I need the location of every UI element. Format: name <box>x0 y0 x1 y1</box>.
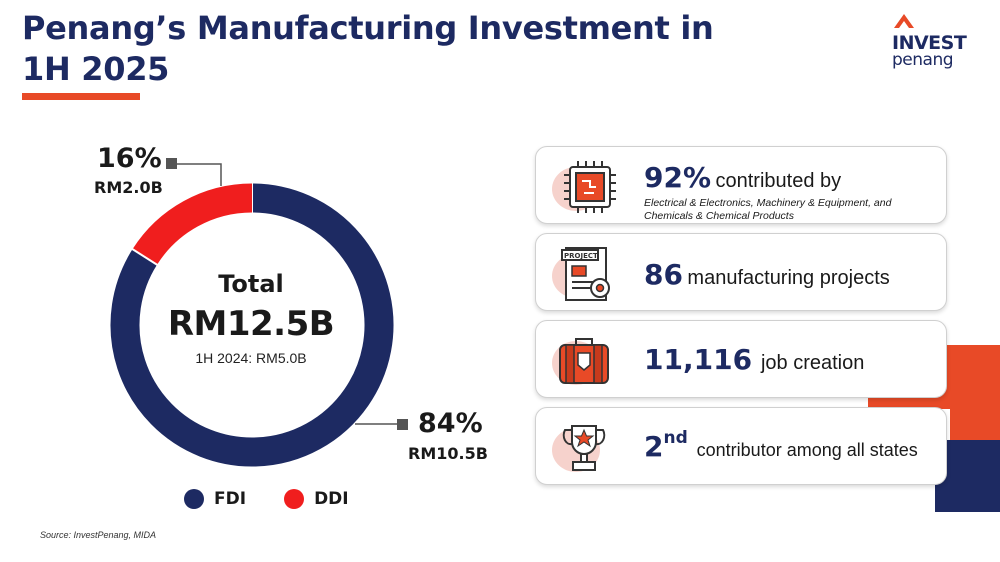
highlight-text-ranking: contributor among all states <box>696 440 918 460</box>
svg-text:PROJECT: PROJECT <box>564 252 598 260</box>
donut-slice-fdi <box>110 183 394 467</box>
donut-center-comparison: 1H 2024: RM5.0B <box>195 350 307 366</box>
highlight-text-sectors: contributed by <box>715 170 842 192</box>
ddi-leader-marker <box>166 158 177 169</box>
source-note: Source: InvestPenang, MIDA <box>40 530 157 540</box>
fdi-value-label: RM10.5B <box>408 444 488 463</box>
highlight-value-sectors: 92% <box>644 161 712 194</box>
highlight-note-sectors: Electrical & Electronics, Machinery & Eq… <box>644 197 892 222</box>
donut-separator-ddi <box>131 247 159 267</box>
highlight-text-jobs: job creation <box>760 352 865 374</box>
highlight-stat-ranking: 2nd contributor among all states <box>644 428 918 463</box>
highlight-value-jobs: 11,116 <box>644 343 753 376</box>
highlight-card-jobs: 11,116 job creation <box>535 320 947 398</box>
logo-text-invest: INVEST <box>892 32 967 54</box>
investment-donut-chart <box>110 158 408 467</box>
donut-center-label: Total <box>218 270 284 298</box>
highlight-suffix-ranking: nd <box>663 428 688 448</box>
project-document-icon: PROJECT <box>552 247 610 301</box>
ddi-value-label: RM2.0B <box>94 178 163 197</box>
logo-roof-icon <box>894 14 914 28</box>
highlight-stat-jobs: 11,116 job creation <box>644 343 864 376</box>
chip-icon <box>552 161 616 213</box>
chart-legend: FDI DDI <box>184 487 387 511</box>
highlight-value-ranking: 2 <box>644 430 664 463</box>
trophy-icon <box>552 425 606 472</box>
logo-text-penang: penang <box>892 50 954 70</box>
title-underline <box>22 93 140 100</box>
invest-penang-logo: INVEST penang <box>888 14 984 74</box>
decor-red-block-2 <box>950 345 1000 440</box>
legend-swatch-ddi <box>284 489 305 509</box>
highlight-card-ranking: 2nd contributor among all states <box>535 407 947 485</box>
donut-center-value: RM12.5B <box>167 304 335 344</box>
highlight-stat-sectors: 92% contributed by <box>644 161 841 194</box>
legend-swatch-fdi <box>184 489 204 509</box>
briefcase-icon <box>552 338 609 385</box>
page-title: Penang’s Manufacturing Investment in 1H … <box>22 9 714 88</box>
fdi-percent-label: 84% <box>418 408 483 439</box>
legend-label-fdi: FDI <box>214 489 247 509</box>
highlight-text-projects: manufacturing projects <box>687 267 890 289</box>
ddi-leader-line <box>172 163 222 186</box>
fdi-leader-marker <box>397 419 408 430</box>
highlight-card-projects: PROJECT 86 manufacturing projects <box>535 233 947 311</box>
donut-slice-ddi <box>132 183 253 266</box>
ddi-percent-label: 16% <box>97 143 162 174</box>
highlight-card-sectors: 92% contributed by Electrical & Electron… <box>535 146 947 224</box>
legend-label-ddi: DDI <box>314 489 349 509</box>
highlight-stat-projects: 86 manufacturing projects <box>644 258 890 291</box>
highlight-value-projects: 86 <box>644 258 683 291</box>
